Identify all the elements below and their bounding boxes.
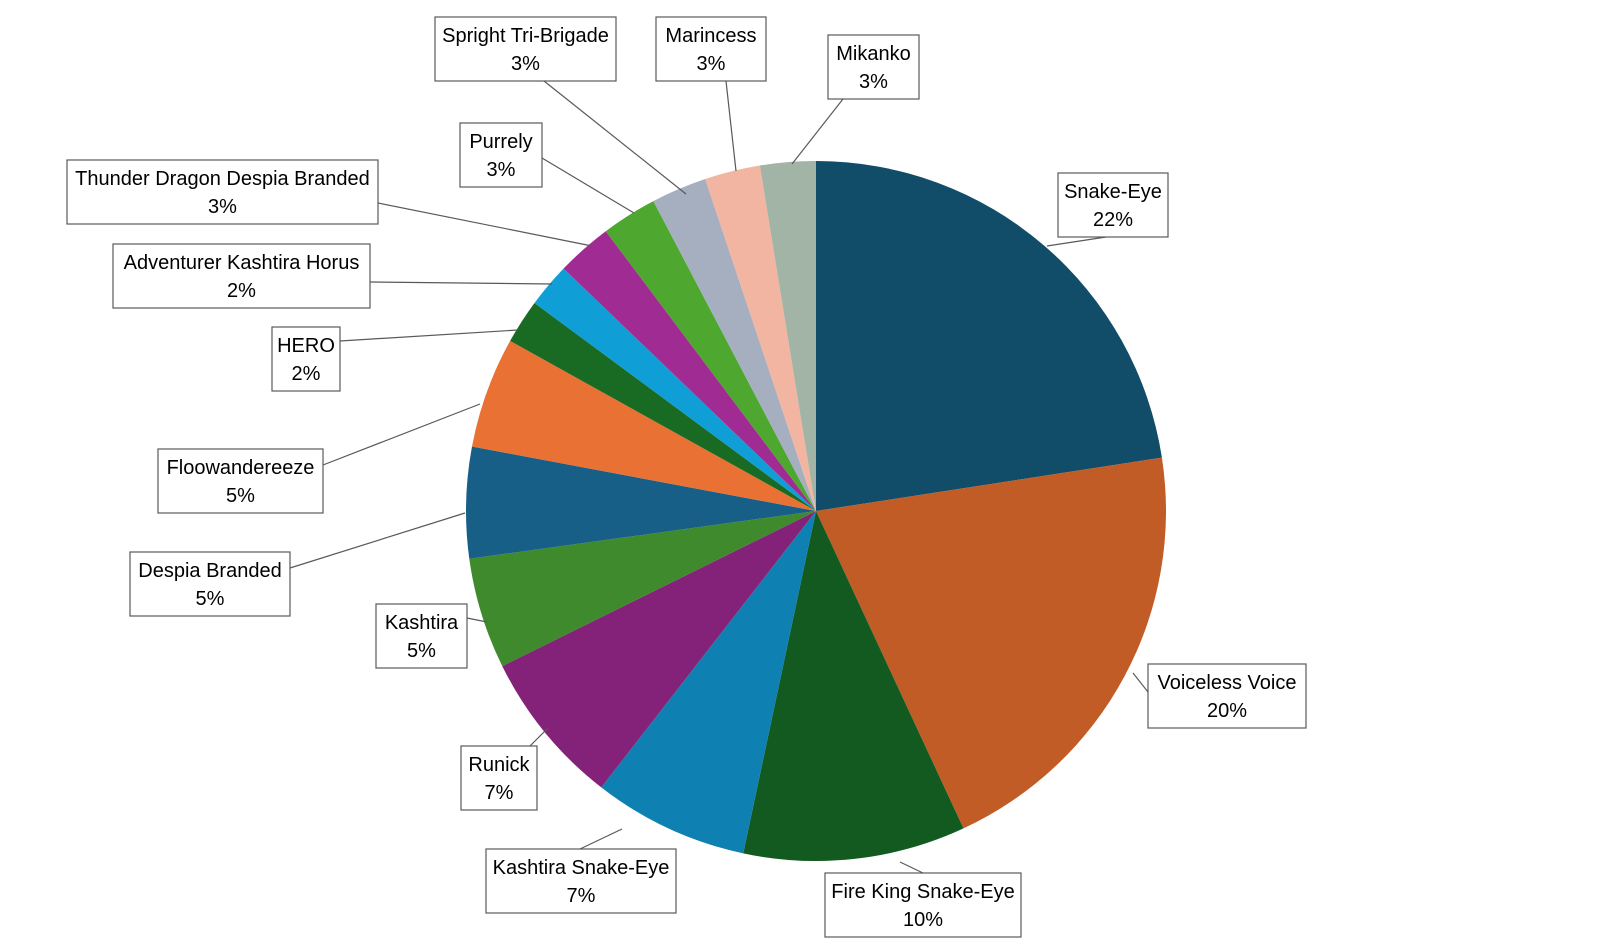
callout-floowandereeze: Floowandereeze 5% [157,448,324,514]
callout-box [460,745,538,811]
slice-label: Snake-Eye [1064,181,1162,203]
leader-line-runick [529,727,549,747]
leader-line-thunder-dragon-despia-branded [377,202,593,247]
callout-snake-eye: Snake-Eye 22% [1057,172,1169,238]
callout-hero: HERO 2% [271,326,341,392]
callout-runick: Runick 7% [460,745,538,811]
callout-despia-branded: Despia Branded 5% [129,551,291,617]
slice-label: Voiceless Voice [1158,672,1297,694]
leader-line-fire-king-snake-eye [899,861,924,874]
slice-percent-label: 7% [567,885,596,907]
pie-slice-adventurer-kashtira-horus [534,268,816,511]
slice-label: Kashtira [385,612,459,634]
slice-percent-label: 3% [208,196,237,218]
pie-slices [466,161,1167,862]
callout-mikanko: Mikanko 3% [827,34,920,100]
slice-percent-label: 3% [697,53,726,75]
slice-percent-label: 10% [903,909,943,931]
callout-box [655,16,767,82]
slice-percent-label: 5% [407,640,436,662]
callout-box [827,34,920,100]
leader-lines [289,80,1149,874]
slice-label: HERO [277,335,335,357]
slice-label: Purrely [469,131,532,153]
leader-line-adventurer-kashtira-horus [369,281,553,285]
leader-line-voiceless-voice [1132,672,1149,693]
callout-box [459,122,543,188]
leader-line-kashtira-snake-eye [579,828,623,850]
slice-percent-label: 3% [487,159,516,181]
slice-percent-label: 7% [485,782,514,804]
leader-line-marincess [725,80,737,172]
slice-percent-label: 3% [511,53,540,75]
callout-box [271,326,341,392]
callout-kashtira: Kashtira 5% [375,603,468,669]
slice-labels: Snake-Eye 22% Voiceless Voice 20% Fire King … [66,16,1307,938]
slice-label: Kashtira Snake-Eye [493,857,670,879]
slice-percent-label: 5% [196,588,225,610]
callout-box [157,448,324,514]
leader-line-kashtira [466,617,488,623]
slice-percent-label: 2% [227,280,256,302]
slice-percent-label: 2% [292,363,321,385]
callout-marincess: Marincess 3% [655,16,767,82]
callout-adventurer-kashtira-horus: Adventurer Kashtira Horus 2% [112,243,371,309]
pie-slice-despia-branded [466,446,816,559]
pie-slice-marincess [705,165,816,511]
slice-label: Mikanko [836,43,910,65]
callout-box [375,603,468,669]
slice-percent-label: 3% [859,71,888,93]
callout-thunder-dragon-despia-branded: Thunder Dragon Despia Branded 3% [66,159,379,225]
callout-purrely: Purrely 3% [459,122,543,188]
pie-slice-fire-king-snake-eye [743,511,964,862]
callout-box [112,243,371,309]
slice-label: Thunder Dragon Despia Branded [75,168,370,190]
slice-label: Runick [468,754,530,776]
leader-line-purrely [541,157,635,214]
pie-slice-floowandereeze [471,340,816,511]
leader-line-snake-eye [1046,236,1107,247]
pie-slice-purrely [605,201,816,511]
slice-label: Marincess [665,25,756,47]
callout-voiceless-voice: Voiceless Voice 20% [1147,663,1307,729]
callout-box [434,16,617,82]
callout-spright-tri-brigade: Spright Tri-Brigade 3% [434,16,617,82]
pie-slice-runick [502,511,816,788]
callout-box [1057,172,1169,238]
slice-percent-label: 5% [226,485,255,507]
pie-slice-snake-eye [816,161,1162,511]
slice-percent-label: 20% [1207,700,1247,722]
callout-fire-king-snake-eye: Fire King Snake-Eye 10% [824,872,1022,938]
leader-line-hero [339,329,519,342]
callout-box [66,159,379,225]
callout-box [129,551,291,617]
pie-slice-thunder-dragon-despia-branded [563,231,816,511]
leader-line-mikanko [791,98,844,165]
pie-slice-spright-tri-brigade [653,179,816,511]
pie-slice-kashtira [469,511,816,667]
slice-label: Adventurer Kashtira Horus [124,252,360,274]
leader-line-floowandereeze [322,403,481,466]
callout-box [485,848,677,914]
slice-label: Fire King Snake-Eye [831,881,1014,903]
pie-slice-hero [510,303,816,511]
slice-percent-label: 22% [1093,209,1133,231]
pie-slice-mikanko [759,161,816,511]
leader-line-spright-tri-brigade [543,80,687,195]
pie-slice-voiceless-voice [816,457,1167,829]
callout-box [1147,663,1307,729]
leader-line-despia-branded [289,512,466,569]
slice-label: Spright Tri-Brigade [442,25,609,47]
slice-label: Despia Branded [138,560,281,582]
callout-box [824,872,1022,938]
slice-label: Floowandereeze [167,457,315,479]
callout-kashtira-snake-eye: Kashtira Snake-Eye 7% [485,848,677,914]
pie-slice-kashtira-snake-eye [601,511,816,854]
